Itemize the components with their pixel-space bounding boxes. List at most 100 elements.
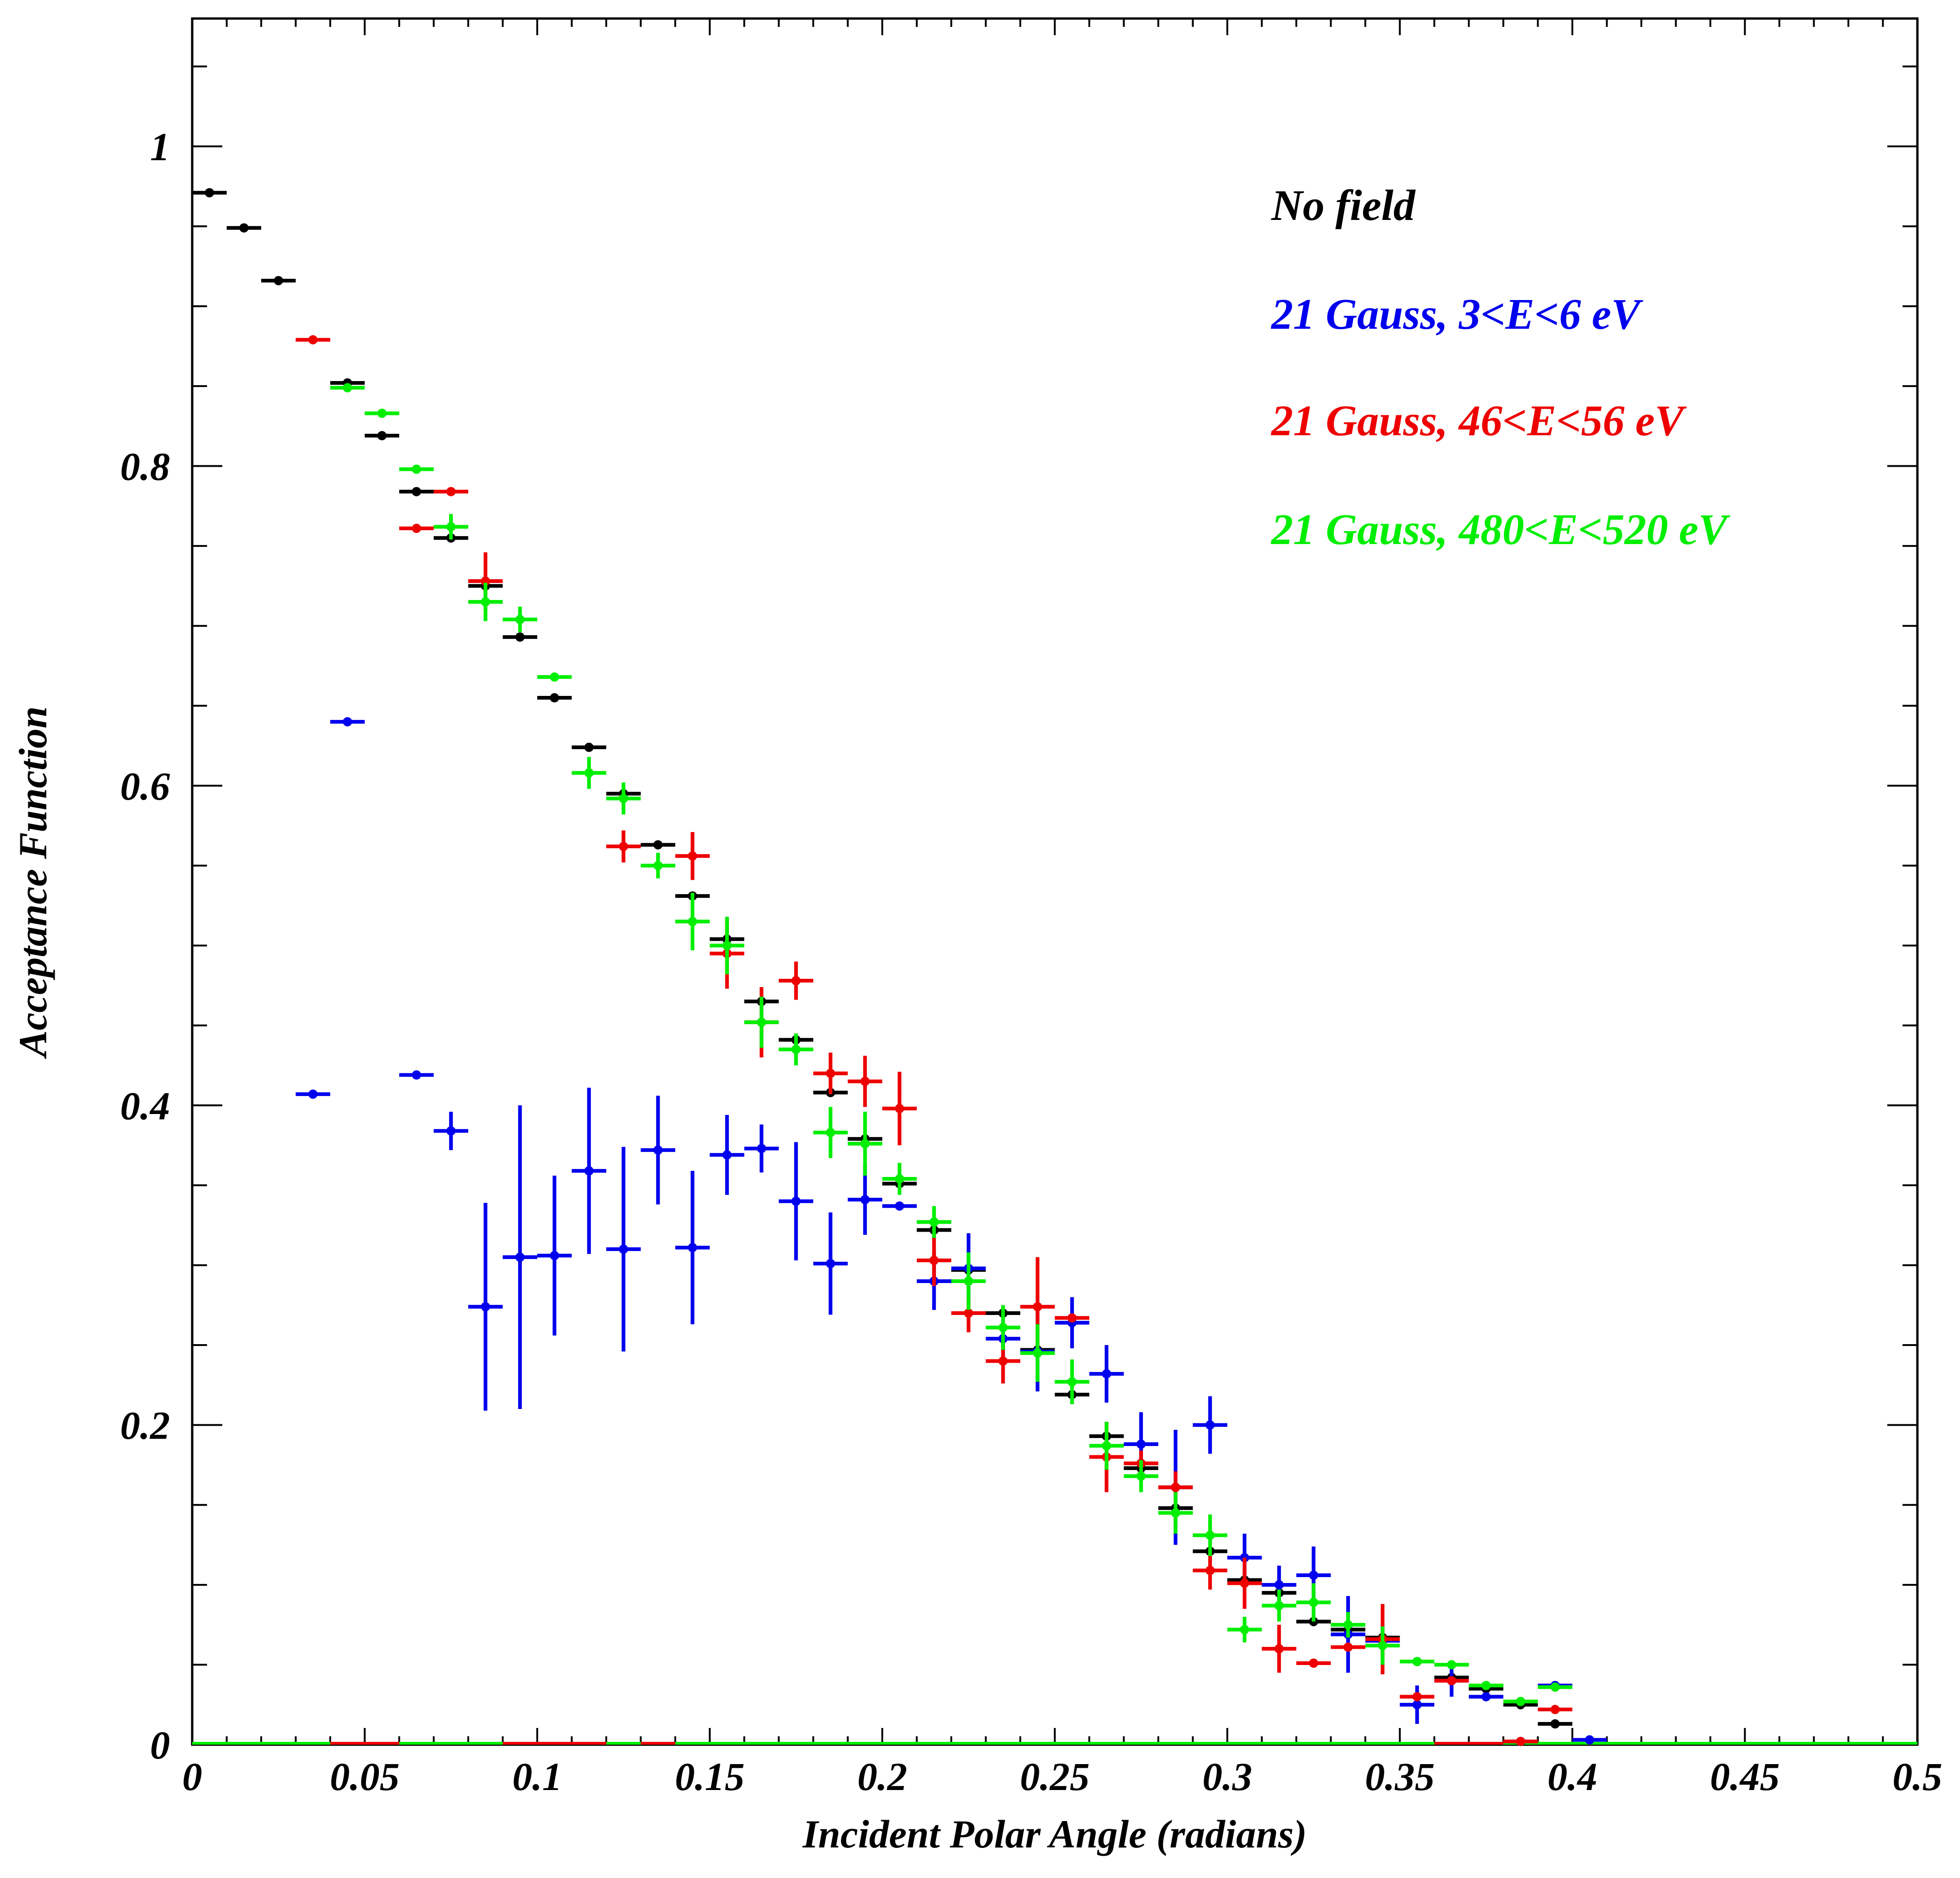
data-point xyxy=(791,1196,801,1206)
data-point xyxy=(1171,1508,1181,1518)
x-tick-label: 0.35 xyxy=(1365,1754,1435,1799)
y-tick-label: 0.4 xyxy=(120,1083,170,1128)
data-point xyxy=(1102,1441,1112,1451)
data-point xyxy=(1412,1700,1422,1709)
data-point xyxy=(1585,1735,1595,1745)
data-point xyxy=(1274,1644,1284,1653)
x-tick-label: 0.4 xyxy=(1547,1754,1597,1799)
x-tick-label: 0.1 xyxy=(512,1754,562,1799)
data-point xyxy=(1033,1348,1043,1358)
data-point xyxy=(584,768,594,778)
x-tick-label: 0.5 xyxy=(1892,1754,1942,1799)
data-point xyxy=(1274,1601,1284,1610)
data-point xyxy=(826,1069,836,1078)
data-point xyxy=(412,464,421,474)
data-point xyxy=(412,487,421,496)
data-point xyxy=(1309,1571,1319,1580)
data-point xyxy=(1309,1597,1319,1607)
data-point xyxy=(791,976,801,986)
data-point xyxy=(895,1104,905,1114)
data-point xyxy=(688,851,697,861)
y-tick-label: 0.2 xyxy=(120,1403,170,1448)
data-point xyxy=(653,840,663,850)
data-point xyxy=(1550,1719,1560,1729)
data-point xyxy=(1447,1676,1457,1685)
data-point xyxy=(550,672,559,682)
data-point xyxy=(481,597,490,607)
x-axis-label: Incident Polar Angle (radians) xyxy=(802,1812,1307,1856)
data-point xyxy=(274,276,283,286)
data-point xyxy=(1240,1578,1250,1588)
data-point xyxy=(1274,1580,1284,1590)
data-point xyxy=(515,614,525,624)
data-point xyxy=(929,1217,939,1227)
x-tick-label: 0.3 xyxy=(1202,1754,1252,1799)
data-point xyxy=(239,223,249,233)
data-point xyxy=(895,1201,905,1211)
data-point xyxy=(446,1126,456,1136)
data-point xyxy=(1447,1660,1457,1670)
data-point xyxy=(722,941,732,951)
data-point xyxy=(481,576,490,586)
data-point xyxy=(757,1144,766,1153)
y-tick-label: 0 xyxy=(150,1723,170,1767)
data-point xyxy=(1205,1565,1215,1575)
data-point xyxy=(205,188,214,198)
data-point xyxy=(1136,1440,1146,1449)
data-point xyxy=(1033,1302,1043,1312)
data-point xyxy=(998,1323,1008,1333)
data-point xyxy=(791,1045,801,1054)
legend-entry: 21 Gauss, 3<E<6 eV xyxy=(1270,290,1644,338)
data-point xyxy=(619,794,628,803)
data-point xyxy=(1516,1696,1526,1706)
plot-border xyxy=(191,17,1919,1746)
x-tick-label: 0 xyxy=(182,1754,202,1799)
data-point xyxy=(1205,1420,1215,1430)
y-tick-label: 0.6 xyxy=(120,764,170,808)
data-point xyxy=(964,1308,974,1318)
data-point xyxy=(1067,1377,1077,1387)
data-point xyxy=(826,1127,836,1137)
data-point xyxy=(929,1256,939,1265)
legend-entry: 21 Gauss, 46<E<56 eV xyxy=(1270,397,1687,445)
data-point xyxy=(1412,1657,1422,1666)
plot-frame xyxy=(191,17,1919,1746)
data-point xyxy=(619,1244,628,1254)
y-tick-label: 0.8 xyxy=(120,444,170,489)
data-point xyxy=(1550,1682,1560,1692)
data-series xyxy=(192,188,1607,1747)
data-point xyxy=(1481,1692,1491,1702)
data-point xyxy=(653,1145,663,1155)
data-point xyxy=(895,1174,905,1184)
data-point xyxy=(1136,1471,1146,1481)
data-point xyxy=(308,335,318,344)
data-point xyxy=(515,632,525,642)
data-point xyxy=(860,1077,870,1086)
data-point xyxy=(1378,1640,1388,1650)
data-point xyxy=(308,1089,318,1099)
x-tick-labels: 0 0.05 0.1 0.15 0.2 0.25 0.3 0.35 0.4 0.45 0.5 xyxy=(182,1754,1942,1799)
legend-entry: No field xyxy=(1271,182,1416,230)
data-point xyxy=(860,1139,870,1149)
data-point xyxy=(1309,1658,1319,1668)
x-tick-label: 0.15 xyxy=(675,1754,745,1799)
data-point xyxy=(1481,1681,1491,1690)
data-point xyxy=(584,1166,594,1176)
data-point xyxy=(584,743,594,752)
series-2 xyxy=(295,335,1572,1747)
data-point xyxy=(550,1251,559,1260)
data-point xyxy=(1550,1705,1560,1715)
x-tick-label: 0.45 xyxy=(1710,1754,1780,1799)
data-point xyxy=(619,842,628,851)
data-point xyxy=(757,1017,766,1027)
axis-ticks xyxy=(191,19,1918,1746)
x-tick-label: 0.05 xyxy=(330,1754,400,1799)
data-point xyxy=(1240,1625,1250,1634)
data-point xyxy=(1102,1369,1112,1379)
data-point xyxy=(550,693,559,703)
legend-entry: 21 Gauss, 480<E<520 eV xyxy=(1270,506,1731,554)
y-tick-labels: 0 0.2 0.4 0.6 0.8 1 xyxy=(120,125,170,1767)
data-point xyxy=(377,408,387,418)
data-point xyxy=(860,1195,870,1204)
